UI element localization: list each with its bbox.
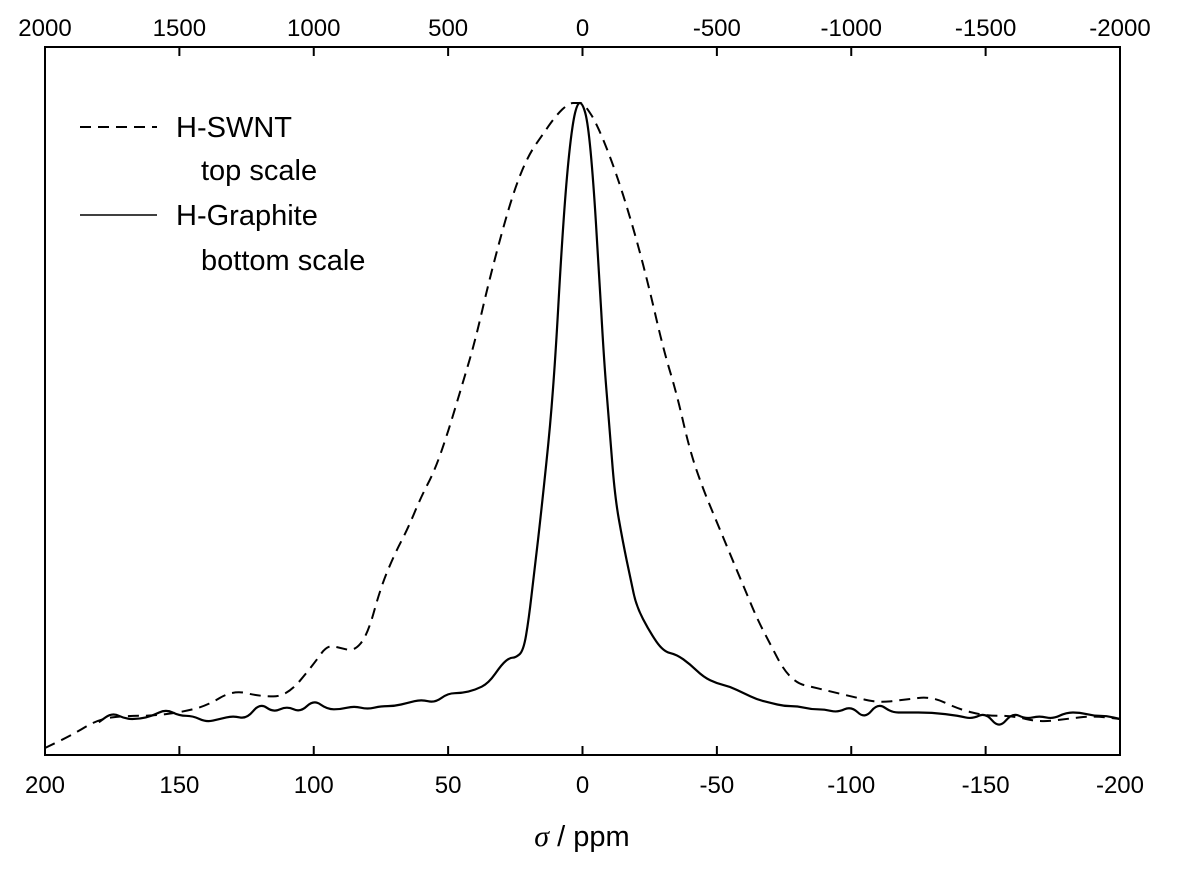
x-axis-label-symbol: σ (534, 820, 550, 853)
top-tick-label: -1000 (821, 15, 882, 42)
x-axis-label-text: / ppm (549, 821, 630, 853)
series-layer (44, 101, 1121, 749)
legend-label-h-swnt: H-SWNT (176, 112, 292, 144)
top-tick-label: 2000 (18, 15, 71, 42)
bottom-tick-label: -50 (700, 772, 735, 799)
series-line-h-swnt (44, 102, 1121, 749)
bottom-axis-ticks: 200 150 100 50 0 -50 -100 -150 -200 (25, 746, 1144, 799)
bottom-tick-label: 50 (435, 772, 462, 799)
legend-sub-top-scale: top scale (201, 155, 317, 187)
top-tick-label: -2000 (1089, 15, 1150, 42)
legend-label-h-graphite: H-Graphite (176, 200, 318, 232)
top-tick-label: -500 (693, 15, 741, 42)
bottom-tick-label: -150 (962, 772, 1010, 799)
bottom-tick-label: 200 (25, 772, 65, 799)
bottom-tick-label: 0 (576, 772, 589, 799)
top-tick-label: 1000 (287, 15, 340, 42)
plot-frame (44, 46, 1121, 756)
bottom-tick-label: -200 (1096, 772, 1144, 799)
bottom-tick-label: 100 (294, 772, 334, 799)
top-tick-label: 1500 (153, 15, 206, 42)
legend: H-SWNT top scale H-Graphite bottom scale (80, 112, 365, 277)
top-axis-ticks: 2000 1500 1000 500 0 -500 -1000 -1500 -2000 (18, 15, 1151, 56)
top-tick-label: 500 (428, 15, 468, 42)
top-tick-label: 0 (576, 15, 589, 42)
top-tick-label: -1500 (955, 15, 1016, 42)
legend-sub-bottom-scale: bottom scale (201, 245, 365, 277)
series-line-h-graphite (98, 101, 1121, 726)
bottom-tick-label: -100 (827, 772, 875, 799)
bottom-tick-label: 150 (159, 772, 199, 799)
x-axis-label: σ / ppm (534, 820, 629, 853)
